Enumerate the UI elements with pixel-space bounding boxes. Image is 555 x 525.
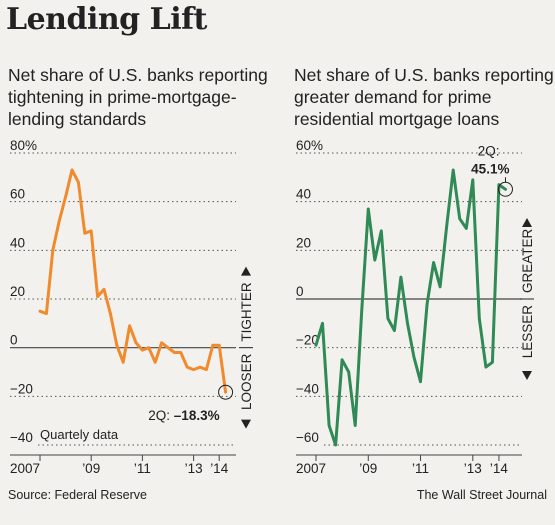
source-note: Source: Federal Reserve	[8, 488, 147, 502]
y-tick-label: 20	[10, 284, 25, 299]
y-tick-label: 0	[10, 333, 18, 348]
y-tick-label: 60	[10, 187, 25, 202]
subtitle-line: greater demand for prime	[294, 87, 492, 107]
down-arrow-icon	[241, 419, 251, 429]
callout-prefix: 2Q:	[148, 408, 174, 423]
x-tick-label: ’14	[490, 461, 509, 476]
up-arrow-icon	[522, 218, 532, 227]
y-tick-label: 40	[10, 235, 25, 250]
down-arrow-icon	[522, 371, 532, 380]
y-tick-label: 0	[296, 284, 304, 299]
y-tick-label: −40	[296, 381, 319, 396]
axis-direction-up-label: GREATER	[520, 228, 535, 293]
x-tick-label: 2007	[296, 461, 326, 476]
right-chart-subtitle: Net share of U.S. banks reporting greate…	[294, 64, 555, 130]
chart-title: Lending Lift	[6, 2, 207, 37]
publisher-credit: The Wall Street Journal	[416, 488, 547, 502]
data-series-line	[314, 168, 507, 447]
up-arrow-icon	[241, 266, 251, 276]
axis-direction-up-label: TIGHTER	[239, 282, 254, 341]
y-tick-label: 80%	[10, 138, 37, 153]
y-tick-label: −20	[296, 333, 319, 348]
subtitle-line: residential mortgage loans	[294, 109, 500, 129]
axis-direction-down-label: LESSER	[520, 305, 535, 359]
x-tick-label: ’13	[185, 461, 203, 476]
y-tick-label: −40	[10, 430, 33, 445]
x-tick-label: ’09	[82, 461, 100, 476]
data-series-line	[38, 168, 228, 394]
callout-value: 45.1%	[471, 161, 509, 176]
x-tick-label: ’14	[210, 461, 229, 476]
subtitle-line: Net share of U.S. banks reporting	[294, 65, 554, 85]
callout-value: –18.3%	[174, 408, 220, 423]
x-tick-label: ’13	[464, 461, 482, 476]
y-tick-label: −60	[296, 430, 319, 445]
y-tick-label: 40	[296, 187, 311, 202]
last-point-marker	[218, 384, 234, 400]
axis-direction-down-label: LOOSER	[239, 353, 254, 410]
x-tick-label: ’11	[134, 461, 151, 476]
y-tick-label: 60%	[296, 138, 323, 153]
y-tick-label: −20	[10, 381, 33, 396]
subtitle-line: lending standards	[8, 109, 147, 129]
subtitle-line: Net share of U.S. banks reporting	[8, 65, 268, 85]
subtitle-line: tightening in prime-mortgage-	[8, 87, 237, 107]
x-tick-label: ’09	[359, 461, 377, 476]
x-tick-label: 2007	[10, 461, 40, 476]
left-chart-subtitle: Net share of U.S. banks reporting tighte…	[8, 64, 270, 130]
last-value-callout: 2Q: –18.3%	[148, 408, 219, 423]
y-tick-label: 20	[296, 235, 311, 250]
x-tick-label: ’11	[412, 461, 429, 476]
chart-note: Quartely data	[40, 427, 119, 442]
callout-prefix: 2Q:	[478, 143, 500, 158]
